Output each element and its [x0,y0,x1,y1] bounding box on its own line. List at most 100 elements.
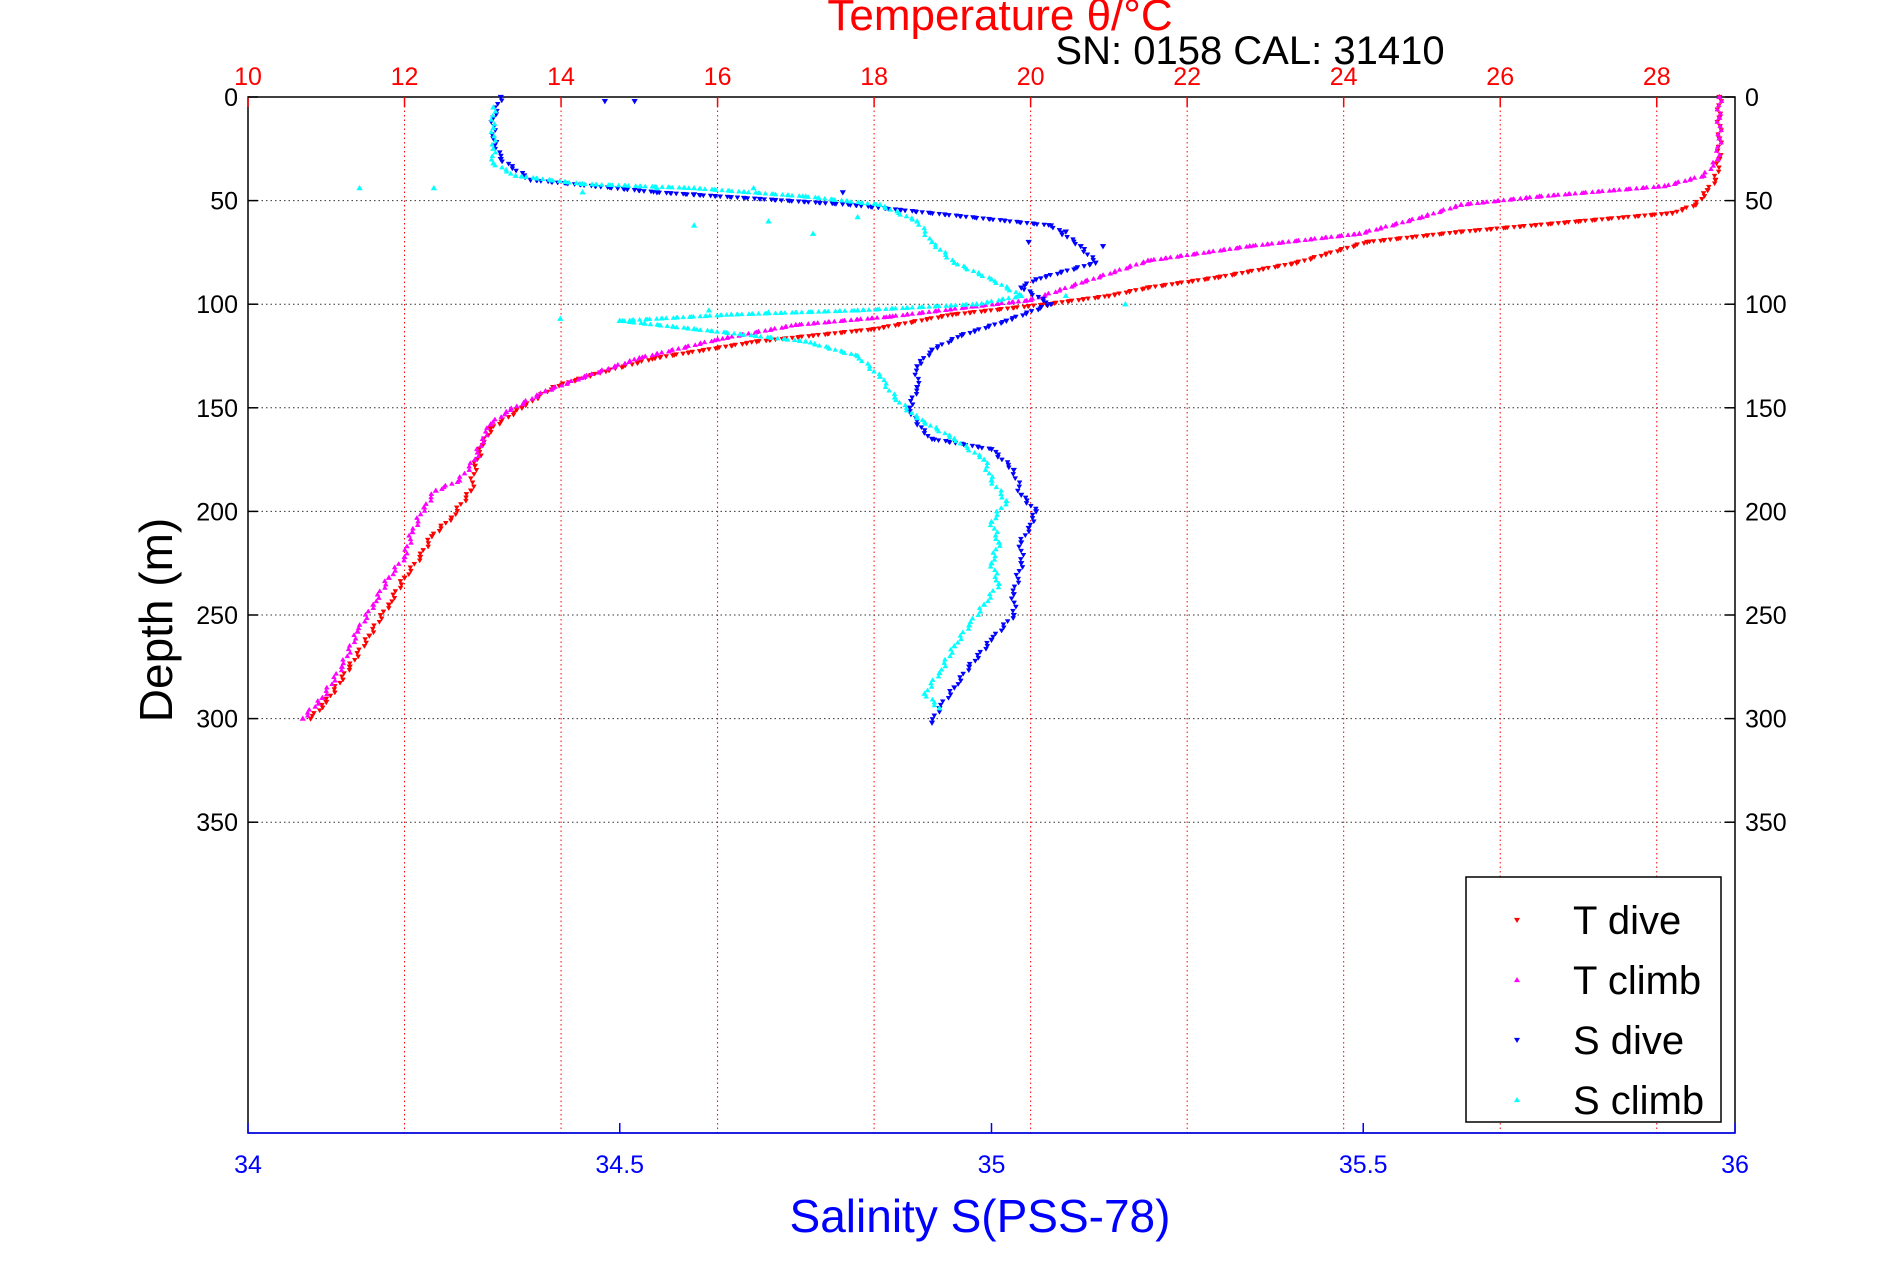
data-point [489,141,495,147]
data-point [887,206,894,212]
data-point [723,311,730,317]
y-tick-label-right: 0 [1745,84,1759,112]
data-point [914,384,921,391]
data-point [957,214,964,220]
data-point [883,380,890,386]
data-point [1082,278,1089,284]
data-point [463,492,470,497]
data-point [998,300,1005,306]
data-point [993,515,999,521]
data-point [1005,465,1012,471]
data-point [304,712,311,718]
data-point [1011,584,1018,590]
data-point [978,300,985,306]
data-point [812,200,819,206]
data-point [354,628,361,634]
data-point [983,326,989,331]
data-point [341,671,347,677]
data-point [866,306,872,312]
x-top-tick-label: 26 [1486,63,1514,91]
data-point [838,330,844,336]
data-point [962,311,968,317]
data-point [971,329,978,335]
data-marks [299,93,1725,726]
data-point [463,495,469,501]
data-point [983,299,990,305]
data-point [1610,187,1617,193]
data-point [673,191,680,197]
data-point [1269,240,1275,246]
data-point [1705,184,1712,190]
data-point [338,667,345,673]
data-point [831,197,838,202]
data-point [971,449,978,455]
data-point [696,349,703,354]
data-point [976,605,983,611]
data-point [959,302,966,307]
data-point [1045,290,1052,296]
data-point [1616,186,1623,192]
data-point [919,318,925,324]
data-point [969,443,976,449]
data-point [986,591,993,597]
data-point [1189,279,1196,285]
data-point [838,197,845,203]
data-point [999,296,1005,302]
data-point [935,428,942,434]
data-point [1078,279,1085,285]
data-point [1494,198,1501,203]
data-point [789,309,796,315]
data-point [1599,217,1605,223]
data-point [914,422,921,428]
data-point [1276,240,1282,246]
data-point [1018,561,1025,567]
data-point [1005,295,1012,301]
data-point [1318,253,1325,259]
legend-label: T dive [1573,899,1681,943]
data-point [575,376,582,382]
data-point [779,324,785,330]
data-point [765,309,772,315]
data-point [736,188,742,194]
data-point [627,319,633,325]
data-point [417,551,424,557]
data-point [1615,215,1622,221]
data-point [562,179,569,185]
data-point [994,570,1000,576]
data-point [1623,186,1630,192]
data-point [795,199,802,205]
data-point [853,329,860,335]
y-tick-label-right: 50 [1745,188,1773,216]
data-point [581,373,588,379]
data-point [817,201,823,206]
data-point [977,608,984,614]
data-point [1062,292,1069,299]
data-point [1589,218,1596,224]
data-point [1713,147,1720,153]
data-point [1015,580,1022,586]
data-point [344,653,351,659]
data-point [815,308,822,314]
data-point [1018,540,1025,546]
data-point [1210,248,1217,254]
data-point [408,568,414,574]
data-point [507,170,514,176]
data-point [958,333,965,339]
data-point [1555,221,1562,226]
data-point [942,663,949,669]
data-point [365,608,372,614]
legend-label: T climb [1573,959,1701,1003]
data-point [1123,265,1130,271]
data-point [929,717,936,723]
data-point [991,556,998,562]
data-point [663,190,670,196]
data-point [663,354,670,360]
data-point [1184,252,1190,258]
data-point [636,354,643,361]
data-point [1430,210,1437,216]
data-point [1072,241,1079,247]
data-point [550,177,556,183]
data-point [1212,275,1218,281]
data-point [626,359,632,364]
data-point [1111,269,1118,275]
